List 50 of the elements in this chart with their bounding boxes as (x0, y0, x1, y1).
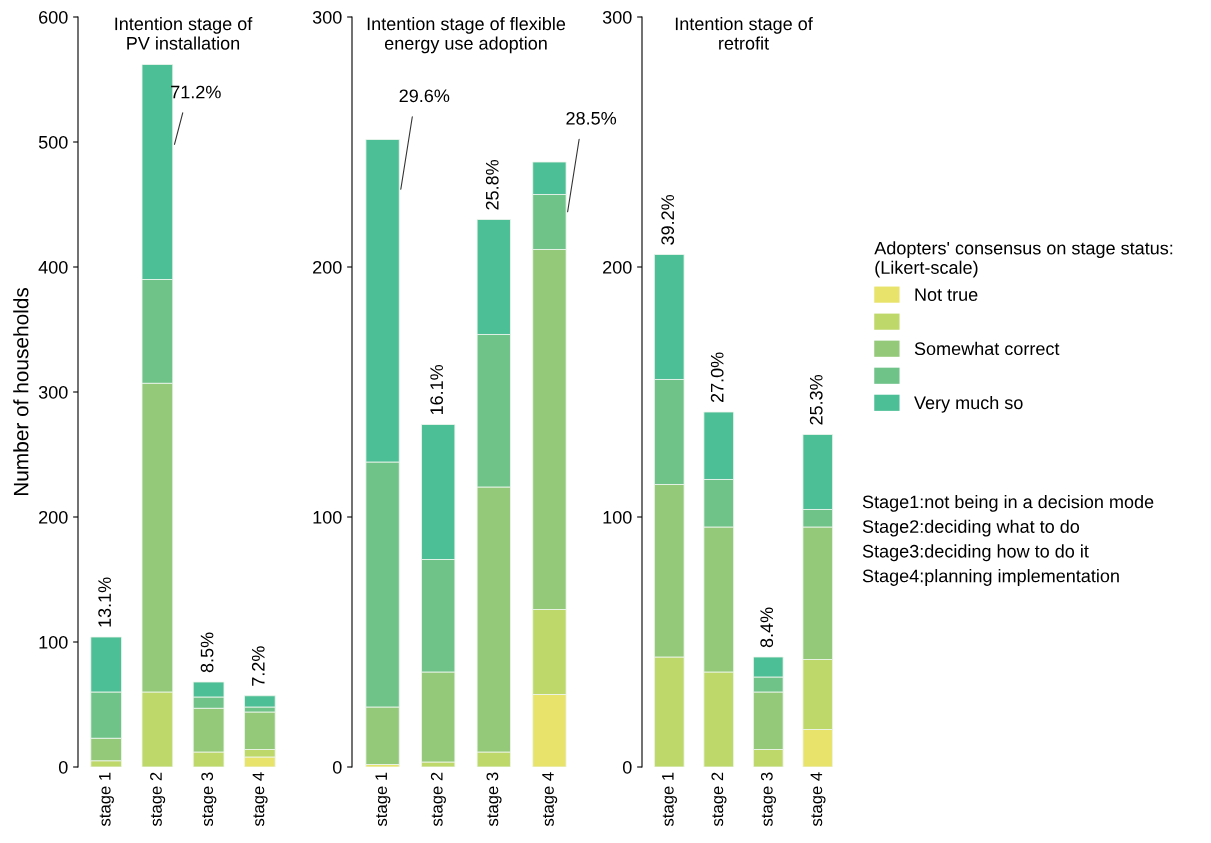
annotation: 29.6% (399, 89, 450, 103)
chart-title: Intention stage of retrofit (675, 17, 813, 50)
x-tick-label: stage 1 (375, 772, 391, 827)
x-tick-label: stage 1 (99, 772, 114, 827)
x-tick-label: stage 3 (201, 772, 217, 827)
text: Stage1:not being in a decision mode (862, 495, 1154, 512)
annotation: 25.3% (809, 374, 823, 425)
y-tick-label: 300 (312, 10, 342, 24)
y-tick-label: 300 (38, 385, 68, 399)
y-tick-label: 600 (39, 10, 68, 24)
y-tick-label: 0 (58, 760, 68, 774)
text: Stage2:deciding what to do (862, 519, 1080, 537)
y-tick-label: 300 (602, 10, 632, 24)
chart-title: Intention stage of PV installation (115, 17, 253, 50)
x-tick-label: stage 1 (662, 772, 677, 827)
y-tick-label: 200 (313, 260, 342, 274)
annotation: 25.8% (485, 159, 499, 210)
annotation: 16.1% (430, 364, 444, 415)
legend-label: Somewhat correct (914, 341, 1060, 356)
x-tick-label: stage 4 (542, 772, 558, 827)
x-tick-label: stage 4 (810, 772, 826, 827)
y-tick-label: 100 (313, 510, 342, 524)
annotation: 27.0% (710, 352, 724, 403)
x-tick-label: stage 2 (711, 772, 727, 827)
annotation: 8.4% (760, 607, 774, 648)
x-tick-label: stage 2 (430, 772, 446, 827)
annotation: 13.1% (98, 577, 112, 627)
x-tick-label: stage 3 (760, 772, 777, 827)
x-tick-label: stage 4 (252, 772, 268, 827)
legend-title: Adopters' consensus on stage status: (Likert-scale) (874, 241, 1173, 278)
text: Stage3:deciding how to do it (862, 544, 1089, 562)
annotation: 28.5% (566, 111, 617, 125)
y-tick-label: 0 (332, 760, 342, 774)
y-tick-label: 100 (603, 510, 632, 524)
annotation: 7.2% (251, 646, 265, 686)
x-tick-label: stage 3 (486, 772, 502, 827)
annotation: 8.5% (200, 632, 214, 673)
text: Stage4:planning implementation (862, 569, 1119, 586)
y-tick-label: 0 (622, 760, 632, 774)
x-tick-label: stage 2 (150, 772, 166, 827)
legend-label: Not true (915, 288, 978, 301)
y-tick-label: 200 (39, 510, 68, 524)
y-axis-title: Number of households (13, 287, 29, 496)
y-tick-label: 500 (38, 135, 68, 149)
annotation: 39.2% (661, 194, 675, 245)
y-tick-label: 400 (38, 260, 68, 274)
y-tick-label: 200 (603, 260, 632, 274)
text: Intention stage of flexible energy use adoption (367, 17, 566, 54)
legend-label: Very much so (914, 395, 1023, 413)
y-tick-label: 100 (39, 635, 68, 649)
